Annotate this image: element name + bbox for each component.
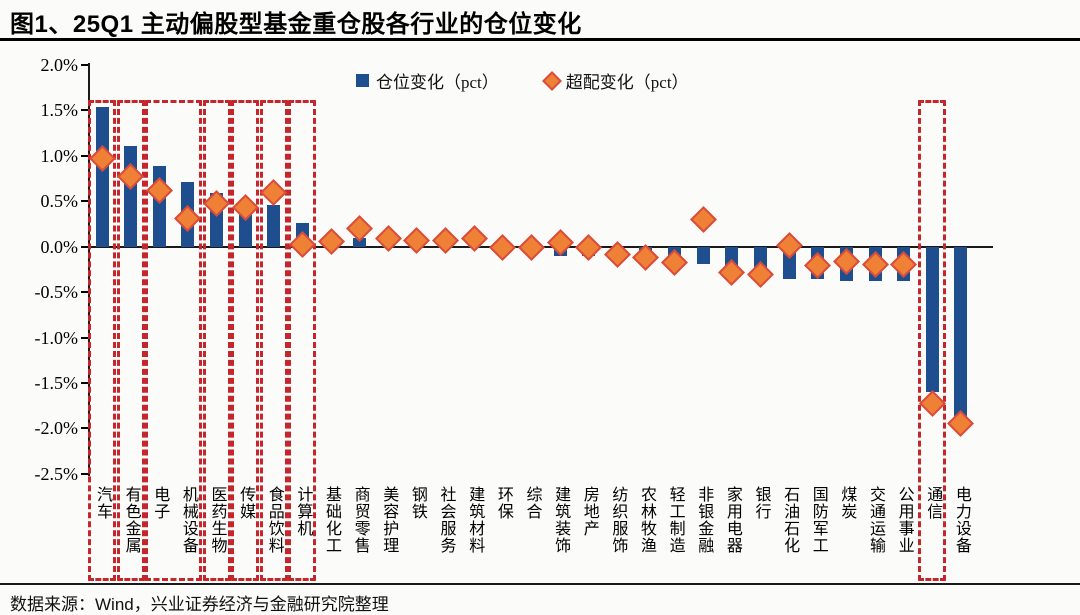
data-source-note: 数据来源：Wind，兴业证券经济与金融研究院整理 — [10, 595, 389, 614]
diamond-marker-石油石化 — [775, 232, 803, 260]
diamond-marker-综合 — [518, 234, 545, 262]
diamond-marker-国防军工 — [804, 252, 832, 280]
bar-非银金融 — [696, 246, 710, 264]
y-tick-mark — [81, 109, 88, 112]
x-tick-label: 农林牧渔 — [637, 486, 655, 554]
x-tick-label: 通信 — [924, 486, 942, 520]
x-tick-label: 交通运输 — [867, 486, 884, 554]
legend-diamond-swatch-icon — [541, 70, 562, 91]
diamond-marker-非银金融 — [689, 206, 717, 233]
x-tick-label: 社会服务 — [437, 486, 455, 554]
x-tick-label: 家用电器 — [723, 486, 741, 554]
x-tick-label: 汽车 — [94, 486, 111, 520]
title-underline — [0, 38, 1080, 41]
x-tick-label: 电子 — [151, 486, 169, 520]
diamond-marker-基础化工 — [317, 227, 345, 255]
diamond-marker-商贸零售 — [346, 215, 374, 242]
diamond-marker-交通运输 — [861, 250, 889, 278]
y-tick-label: 0.0% — [40, 236, 79, 257]
x-tick-label: 房地产 — [580, 486, 598, 537]
bar-电力设备 — [954, 246, 968, 419]
y-tick-label: -0.5% — [34, 282, 79, 303]
x-tick-label: 基础化工 — [323, 486, 341, 554]
highlight-box — [202, 100, 231, 581]
y-tick-mark — [81, 336, 88, 339]
diamond-marker-公用事业 — [890, 251, 918, 279]
legend-label-overweight-change: 超配变化（pct） — [565, 73, 689, 92]
x-tick-label: 食品饮料 — [265, 486, 283, 554]
y-tick-mark — [81, 472, 88, 475]
bar-汽车 — [95, 106, 109, 247]
figure-title: 图1、25Q1 主动偏股型基金重仓股各行业的仓位变化 — [10, 11, 582, 38]
legend-item-overweight-change: 超配变化（pct） — [541, 68, 689, 93]
y-tick-label: -2.5% — [34, 463, 79, 484]
footer-separator — [0, 583, 1080, 585]
diamond-marker-建筑装饰 — [546, 228, 574, 256]
diamond-marker-房地产 — [575, 234, 603, 262]
legend-bar-swatch-icon — [356, 74, 369, 87]
y-tick-mark — [81, 427, 88, 430]
diamond-marker-轻工制造 — [661, 248, 689, 276]
x-tick-label: 美容护理 — [380, 486, 398, 554]
x-tick-label: 煤炭 — [838, 486, 856, 520]
x-tick-label: 国防军工 — [809, 486, 827, 554]
y-tick-mark — [81, 64, 88, 66]
diamond-marker-美容护理 — [374, 225, 402, 252]
x-tick-label: 综合 — [523, 486, 541, 520]
diamond-marker-环保 — [489, 234, 517, 262]
chart-legend: 仓位变化（pct） 超配变化（pct） — [356, 68, 689, 93]
diamond-marker-电力设备 — [947, 410, 975, 438]
y-tick-mark — [81, 154, 88, 157]
diamond-marker-建筑材料 — [460, 225, 488, 252]
highlight-box — [88, 100, 116, 581]
x-tick-label: 非银金融 — [695, 486, 713, 554]
highlight-box — [918, 100, 947, 581]
bar-商贸零售 — [353, 237, 367, 247]
x-tick-label: 医药生物 — [208, 486, 226, 554]
y-tick-mark — [81, 291, 88, 294]
y-tick-label: 0.5% — [40, 191, 79, 212]
y-tick-mark — [81, 382, 88, 385]
diamond-marker-银行 — [747, 261, 774, 289]
y-tick-label: -2.0% — [34, 418, 79, 439]
x-tick-label: 钢铁 — [408, 486, 426, 520]
diamond-marker-家用电器 — [718, 258, 746, 286]
x-tick-label: 电力设备 — [952, 486, 970, 554]
x-tick-label: 传媒 — [237, 486, 255, 520]
diamond-marker-社会服务 — [432, 226, 459, 254]
x-tick-label: 商贸零售 — [351, 486, 369, 554]
x-tick-label: 轻工制造 — [666, 486, 684, 554]
highlight-box — [145, 100, 202, 581]
x-tick-label: 建筑材料 — [466, 486, 484, 554]
legend-item-position-change: 仓位变化（pct） — [356, 68, 499, 93]
highlight-box — [116, 100, 145, 581]
x-tick-label: 建筑装饰 — [552, 486, 570, 554]
x-tick-label: 有色金属 — [122, 486, 140, 554]
bar-通信 — [925, 246, 939, 393]
x-tick-label: 石油石化 — [781, 486, 799, 554]
x-tick-label: 环保 — [494, 486, 512, 520]
x-tick-label: 纺织服饰 — [609, 486, 627, 554]
legend-label-position-change: 仓位变化（pct） — [376, 73, 499, 92]
x-tick-label: 银行 — [752, 486, 770, 520]
y-tick-label: -1.5% — [34, 373, 79, 394]
highlight-box — [231, 100, 260, 581]
highlight-box — [288, 100, 317, 581]
y-tick-label: -1.0% — [34, 327, 79, 348]
x-tick-label: 公用事业 — [895, 486, 913, 554]
x-tick-label: 计算机 — [294, 486, 312, 537]
y-tick-label: 2.0% — [40, 55, 79, 75]
diamond-marker-煤炭 — [832, 247, 860, 275]
y-tick-mark — [81, 200, 88, 203]
y-tick-label: 1.0% — [40, 145, 79, 166]
highlight-box — [259, 100, 288, 581]
bar-食品饮料 — [267, 204, 281, 247]
diamond-marker-农林牧渔 — [632, 244, 660, 272]
diamond-marker-钢铁 — [403, 226, 431, 254]
y-tick-label: 1.5% — [40, 100, 79, 121]
y-tick-mark — [81, 245, 88, 248]
x-tick-label: 机械设备 — [179, 486, 197, 554]
